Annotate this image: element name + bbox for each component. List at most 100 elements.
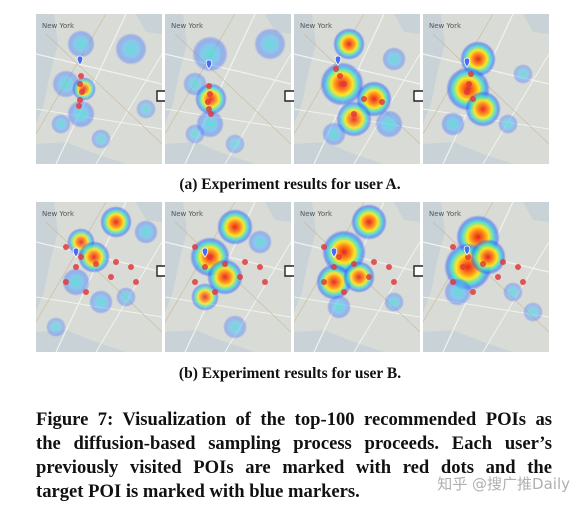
visited-poi-dot xyxy=(79,89,85,95)
heatmap-a3: New York xyxy=(294,14,420,164)
caption-user-b: (b) Experiment results for user B. xyxy=(178,365,402,382)
visited-poi-dot xyxy=(77,97,83,103)
visited-poi-dot xyxy=(208,111,214,117)
heatmap-panel-b2: New York xyxy=(165,202,291,352)
visited-poi-dot xyxy=(202,264,208,270)
heat-blob xyxy=(351,204,387,240)
visited-poi-dot xyxy=(495,274,501,280)
heat-blob xyxy=(78,241,110,273)
heat-blob xyxy=(192,36,228,72)
heatmap-a4: New York xyxy=(423,14,549,164)
visited-poi-dot xyxy=(464,89,470,95)
heat-blob xyxy=(72,77,96,101)
visited-poi-dot xyxy=(379,99,385,105)
heatmap-panel-b3: New York xyxy=(294,202,420,352)
map-pin-icon xyxy=(334,55,342,66)
visited-poi-dot xyxy=(333,66,339,72)
map-city-label: New York xyxy=(300,210,333,218)
heat-blob xyxy=(46,317,66,337)
heatmap-panel-b4: New York xyxy=(423,202,549,352)
visited-poi-dot xyxy=(133,279,139,285)
heat-blob xyxy=(523,302,543,322)
heat-blob xyxy=(382,47,406,71)
heat-blob xyxy=(185,124,205,144)
heat-blob xyxy=(115,33,147,65)
visited-poi-dot xyxy=(207,254,213,260)
visited-poi-dot xyxy=(113,259,119,265)
heat-blob xyxy=(498,114,518,134)
map-city-label: New York xyxy=(429,22,462,30)
map-pin-icon xyxy=(201,247,209,258)
visited-poi-dot xyxy=(321,279,327,285)
visited-poi-dot xyxy=(520,279,526,285)
visited-poi-dot xyxy=(470,289,476,295)
heat-blob xyxy=(223,315,247,339)
map-pin-icon xyxy=(330,247,338,258)
visited-poi-dot xyxy=(331,264,337,270)
visited-poi-dot xyxy=(500,259,506,265)
visited-poi-dot xyxy=(361,96,367,102)
visited-poi-dot xyxy=(341,81,347,87)
visited-poi-dot xyxy=(242,259,248,265)
visited-poi-dot xyxy=(465,254,471,260)
heat-blob xyxy=(62,268,90,296)
visited-poi-dot xyxy=(351,261,357,267)
heat-blob xyxy=(336,101,372,137)
heat-blob xyxy=(441,112,465,136)
map-city-label: New York xyxy=(429,210,462,218)
map-city-label: New York xyxy=(42,22,75,30)
heat-blob xyxy=(384,292,404,312)
visited-poi-dot xyxy=(73,264,79,270)
heat-blob xyxy=(91,129,111,149)
visited-poi-dot xyxy=(128,264,134,270)
heat-blob xyxy=(51,114,71,134)
heatmap-panel-b1: New York xyxy=(36,202,162,352)
visited-poi-dot xyxy=(336,254,342,260)
visited-poi-dot xyxy=(262,279,268,285)
heatmap-panel-a2: New York xyxy=(165,14,291,164)
visited-poi-dot xyxy=(192,244,198,250)
visited-poi-dot xyxy=(337,73,343,79)
heat-blob xyxy=(322,122,346,146)
map-pin-icon xyxy=(72,247,80,258)
heat-blob xyxy=(225,134,245,154)
heat-blob xyxy=(465,91,501,127)
row-user-a: New York New York New York New York xyxy=(0,14,580,164)
heatmap-a1: New York xyxy=(36,14,162,164)
heat-blob xyxy=(217,209,253,245)
figure-caption-line: target POI is marked with blue markers. xyxy=(36,481,360,502)
visited-poi-dot xyxy=(466,81,472,87)
heat-blob xyxy=(207,259,243,295)
heat-blob xyxy=(248,230,272,254)
heatmap-b3: New York xyxy=(294,202,420,352)
visited-poi-dot xyxy=(108,274,114,280)
visited-poi-dot xyxy=(78,254,84,260)
visited-poi-dot xyxy=(78,73,84,79)
heatmap-a2: New York xyxy=(165,14,291,164)
visited-poi-dot xyxy=(468,71,474,77)
visited-poi-dot xyxy=(386,264,392,270)
heatmap-b4: New York xyxy=(423,202,549,352)
map-pin-icon xyxy=(76,55,84,66)
row-user-b: New York New York New York New York xyxy=(0,202,580,352)
map-pin-icon xyxy=(205,59,213,70)
figure-caption: Figure 7: Visualization of the top-100 r… xyxy=(36,408,552,504)
caption-user-a: (a) Experiment results for user A. xyxy=(179,176,401,193)
heat-blob xyxy=(470,239,506,275)
visited-poi-dot xyxy=(450,279,456,285)
visited-poi-dot xyxy=(341,289,347,295)
visited-poi-dot xyxy=(83,289,89,295)
visited-poi-dot xyxy=(366,274,372,280)
heat-blob xyxy=(513,64,533,84)
heatmap-b1: New York xyxy=(36,202,162,352)
figure-caption-line: the diffusion-based sampling process pro… xyxy=(36,433,552,454)
heat-blob xyxy=(254,28,286,60)
heat-blob xyxy=(191,283,219,311)
visited-poi-dot xyxy=(351,111,357,117)
heat-blob xyxy=(375,110,403,138)
visited-poi-dot xyxy=(76,103,82,109)
visited-poi-dot xyxy=(212,289,218,295)
visited-poi-dot xyxy=(321,244,327,250)
heatmap-panel-a3: New York xyxy=(294,14,420,164)
map-pin-icon xyxy=(463,57,471,68)
